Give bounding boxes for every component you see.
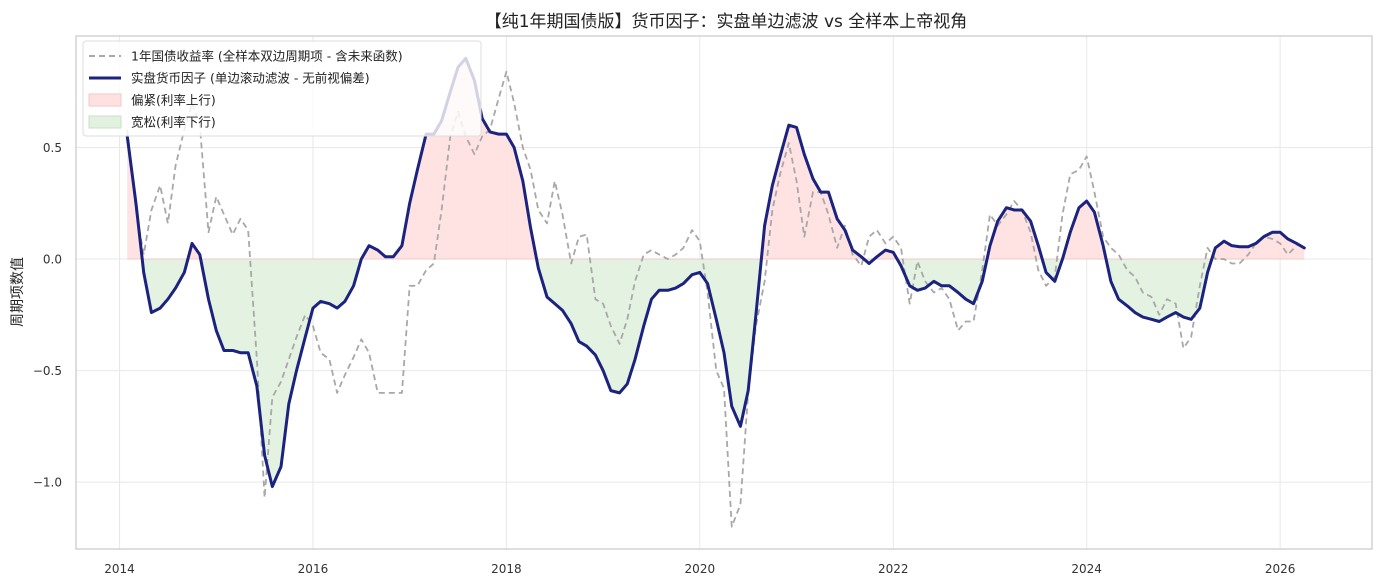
chart-title: 【纯1年期国债版】货币因子：实盘单边滤波 vs 全样本上帝视角	[485, 12, 968, 32]
legend-item-hindsight: 1年国债收益率 (全样本双边周期项 - 含未来函数)	[89, 49, 403, 64]
x-tick-label-2020: 2020	[685, 562, 716, 576]
tight-region-4	[361, 58, 537, 260]
loose-region-1	[142, 259, 188, 313]
x-axis-ticks: 2014 2016 2018 2020 2022 2024 2026	[104, 562, 1295, 576]
loose-region-11	[1042, 259, 1063, 282]
tight-region-14	[1211, 232, 1305, 260]
regime-fills	[127, 58, 1305, 487]
legend-label-loose: 宽松(利率下行)	[131, 115, 216, 130]
legend-label-tight: 偏紧(利率上行)	[131, 93, 216, 108]
series-line-realtime	[125, 56, 1306, 489]
x-tick-label-2026: 2026	[1265, 562, 1296, 576]
loose-region-5	[536, 259, 762, 427]
legend-swatch-loose	[88, 115, 122, 129]
loose-region-9	[897, 259, 988, 304]
y-tick-label--1: −1.0	[33, 476, 62, 490]
legend-item-tight: 偏紧(利率上行)	[88, 93, 216, 108]
loose-region-3	[200, 259, 362, 487]
legend-item-loose: 宽松(利率下行)	[88, 115, 216, 130]
x-tick-label-2014: 2014	[104, 562, 135, 576]
x-tick-label-2018: 2018	[491, 562, 522, 576]
legend: 1年国债收益率 (全样本双边周期项 - 含未来函数) 实盘货币因子 (单边滚动滤…	[82, 40, 482, 137]
legend-label-hindsight: 1年国债收益率 (全样本双边周期项 - 含未来函数)	[131, 49, 403, 64]
x-tick-label-2016: 2016	[298, 562, 329, 576]
legend-box	[82, 40, 482, 137]
series-lines	[125, 56, 1306, 528]
y-tick-label--0.5: −0.5	[33, 364, 62, 378]
plot-area	[75, 35, 1373, 550]
y-tick-label-0: 0.0	[43, 253, 62, 267]
legend-item-realtime: 实盘货币因子 (单边滚动滤波 - 无前视偏差)	[89, 71, 370, 86]
y-axis-label: 周期项数值	[10, 257, 26, 327]
x-tick-label-2024: 2024	[1071, 562, 1102, 576]
series-line-hindsight	[126, 70, 1298, 528]
y-tick-label-0.5: 0.5	[43, 141, 62, 155]
y-axis-ticks: 0.5 0.0 −0.5 −1.0	[33, 141, 62, 490]
legend-label-realtime: 实盘货币因子 (单边滚动滤波 - 无前视偏差)	[131, 71, 370, 86]
legend-swatch-tight	[88, 93, 122, 107]
x-tick-label-2022: 2022	[878, 562, 909, 576]
plot-frame	[75, 35, 1373, 550]
